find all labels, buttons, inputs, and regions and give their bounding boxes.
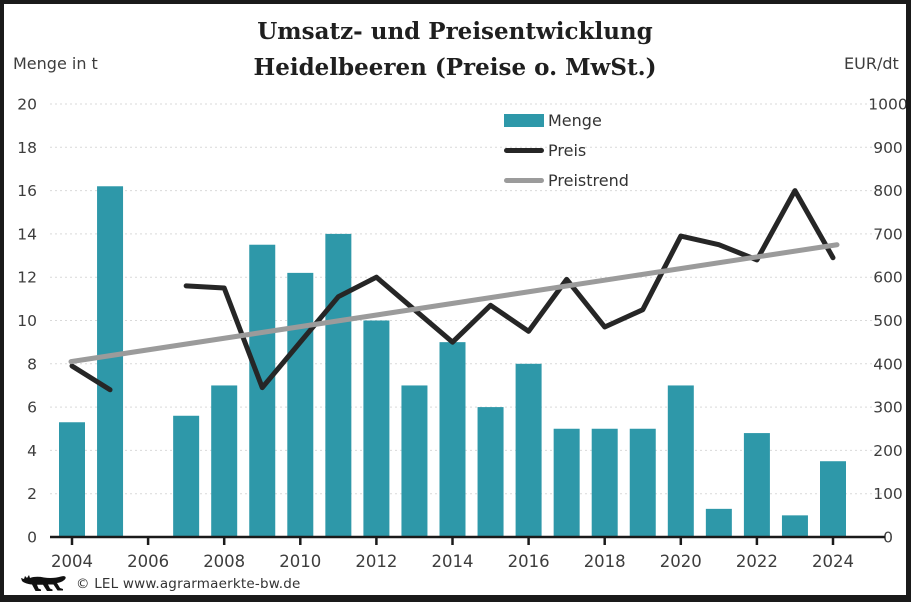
menge-bar-2015	[477, 407, 504, 537]
x-tick-label: 2022	[736, 552, 778, 571]
x-tick-label: 2018	[584, 552, 626, 571]
y-tick-label-right: 500	[873, 312, 903, 330]
y-tick-label-right: 0	[883, 529, 893, 547]
menge-bar-2020	[667, 385, 694, 537]
menge-bar-2024	[820, 461, 846, 537]
chart-title-line1: Umsatz- und Preisentwicklung	[257, 18, 653, 45]
y-tick-label-right: 700	[873, 225, 903, 243]
y-tick-label-left: 10	[17, 312, 37, 330]
y-tick-label-left: 6	[27, 399, 37, 417]
preistrend-swatch-icon	[504, 177, 544, 183]
legend-item-preis: Preis	[504, 135, 629, 165]
x-tick-label: 2016	[508, 552, 550, 571]
legend-label-preis: Preis	[548, 140, 587, 160]
y-tick-label-right: 800	[873, 182, 903, 200]
y-tick-label-right: 400	[873, 355, 903, 373]
y-tick-label-right: 1000	[868, 96, 907, 114]
menge-bar-2018	[591, 428, 618, 537]
bw-lion-logo-icon	[21, 575, 66, 591]
menge-bar-2010	[287, 272, 314, 537]
y-tick-label-left: 20	[17, 96, 37, 114]
menge-bar-2011	[325, 233, 352, 537]
footer-copyright: © LEL www.agrarmaerkte-bw.de	[76, 575, 301, 592]
menge-bar-2005	[97, 186, 124, 537]
preis-swatch-icon	[504, 147, 544, 153]
y-tick-label-left: 12	[17, 269, 37, 287]
menge-bar-2008	[211, 385, 238, 537]
y-tick-label-left: 18	[17, 139, 37, 157]
x-tick-label: 2020	[660, 552, 702, 571]
y-tick-label-left: 0	[27, 529, 37, 547]
x-tick-label: 2004	[51, 552, 93, 571]
x-tick-label: 2006	[127, 552, 169, 571]
preis-line	[183, 188, 836, 391]
x-tick-label: 2014	[432, 552, 474, 571]
menge-bar-2022	[743, 433, 770, 537]
chart-title-line2: Heidelbeeren (Preise o. MwSt.)	[253, 54, 657, 81]
y-tick-label-left: 8	[27, 355, 37, 373]
menge-bar-2009	[249, 244, 276, 537]
y-tick-label-left: 4	[27, 442, 37, 460]
y-tick-label-left: 14	[17, 225, 37, 243]
menge-bar-2017	[553, 428, 580, 537]
y-tick-label-right: 300	[873, 399, 903, 417]
footer: © LEL www.agrarmaerkte-bw.de	[20, 573, 301, 594]
menge-bar-2023	[781, 515, 808, 537]
preistrend-line	[68, 242, 840, 365]
x-tick-label: 2010	[279, 552, 321, 571]
x-tick-label: 2024	[812, 552, 854, 571]
x-tick-label: 2008	[203, 552, 245, 571]
menge-bar-2019	[629, 428, 656, 537]
menge-bar-2016	[515, 363, 542, 537]
legend-label-preistrend: Preistrend	[548, 170, 629, 190]
menge-swatch-icon	[504, 113, 544, 127]
y-tick-label-left: 2	[27, 485, 37, 503]
y-tick-label-right: 200	[873, 442, 903, 460]
chart-title: Umsatz- und Preisentwicklung Heidelbeere…	[4, 14, 906, 86]
legend: Menge Preis Preistrend	[504, 105, 629, 195]
right-axis-title: EUR/dt	[844, 54, 899, 73]
y-tick-label-left: 16	[17, 182, 37, 200]
menge-bar-2014	[439, 342, 466, 537]
y-tick-label-right: 100	[873, 485, 903, 503]
left-axis-title: Menge in t	[13, 54, 98, 73]
legend-item-menge: Menge	[504, 105, 629, 135]
legend-label-menge: Menge	[548, 110, 602, 130]
x-tick-label: 2012	[355, 552, 397, 571]
menge-bar-2012	[363, 320, 390, 537]
menge-bar-2007	[173, 415, 200, 537]
menge-bar-2013	[401, 385, 428, 537]
y-tick-label-right: 900	[873, 139, 903, 157]
menge-bar-2004	[59, 422, 85, 537]
preis-line	[69, 363, 113, 393]
legend-item-preistrend: Preistrend	[504, 165, 629, 195]
y-tick-label-right: 600	[873, 269, 903, 287]
menge-bar-2021	[705, 508, 732, 537]
